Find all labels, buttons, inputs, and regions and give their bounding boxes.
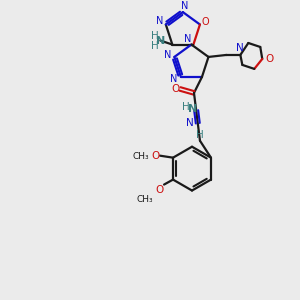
Text: N: N — [184, 34, 191, 44]
Text: N: N — [188, 104, 198, 114]
Text: H: H — [151, 40, 158, 50]
Text: O: O — [155, 184, 163, 194]
Text: O: O — [151, 151, 159, 161]
Text: N: N — [156, 16, 164, 26]
Text: H: H — [196, 130, 204, 140]
Text: O: O — [201, 16, 209, 26]
Text: N: N — [164, 50, 171, 60]
Text: CH₃: CH₃ — [133, 152, 149, 161]
Text: N: N — [236, 43, 244, 53]
Text: H: H — [182, 102, 190, 112]
Text: O: O — [171, 84, 179, 94]
Text: N: N — [181, 1, 189, 11]
Text: H: H — [151, 31, 158, 40]
Text: N: N — [156, 36, 165, 46]
Text: CH₃: CH₃ — [137, 195, 153, 204]
Text: O: O — [265, 54, 273, 64]
Text: N: N — [170, 74, 178, 84]
Text: N: N — [186, 118, 194, 128]
